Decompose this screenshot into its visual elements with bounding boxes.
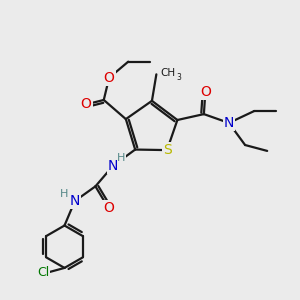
Text: N: N [108,159,118,173]
Text: H: H [117,152,125,163]
Text: O: O [103,71,115,85]
Text: H: H [60,189,69,199]
Text: N: N [224,116,234,130]
Text: 3: 3 [176,74,181,82]
Text: O: O [200,85,211,99]
Text: CH: CH [160,68,175,78]
Text: S: S [163,143,171,157]
Text: N: N [70,194,80,208]
Text: O: O [81,98,92,111]
Text: O: O [103,201,114,215]
Text: Cl: Cl [37,266,49,279]
